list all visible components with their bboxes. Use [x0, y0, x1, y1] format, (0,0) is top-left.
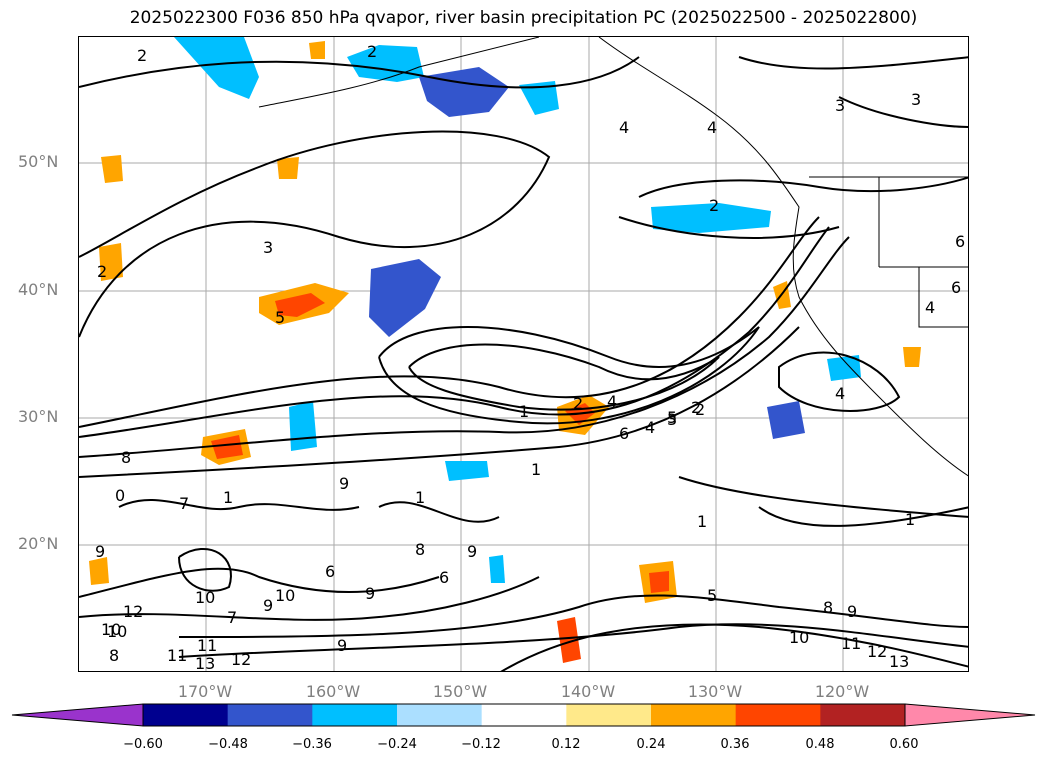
- lon-label-130w: 130°W: [687, 682, 743, 701]
- colorbar-segments: [11, 703, 1036, 727]
- colorbar-tick: 0.48: [805, 737, 835, 752]
- map-panel: 2 2 3 4 4 3 2 3 2 5 6 6 4 4 1 2 4 3 2 6 …: [78, 36, 969, 672]
- colorbar-segment: [735, 704, 821, 726]
- map-canvas: 2 2 3 4 4 3 2 3 2 5 6 6 4 4 1 2 4 3 2 6 …: [79, 37, 968, 672]
- contour-label: 1: [415, 488, 425, 507]
- colorbar-segment: [566, 704, 652, 726]
- contour-label: 3: [667, 410, 677, 429]
- colorbar-tick: −0.60: [123, 737, 163, 752]
- colorbar-segment: [481, 704, 567, 726]
- contour-label: 11: [841, 634, 861, 653]
- contour-label: 10: [789, 628, 809, 647]
- contour-label: 2: [367, 42, 377, 61]
- contour-label: 6: [439, 568, 449, 587]
- contour-label: 8: [109, 646, 119, 665]
- contour-label: 10: [107, 622, 127, 641]
- colorbar-tick: 0.24: [636, 737, 666, 752]
- contour-label: 6: [955, 232, 965, 251]
- contour-label: 10: [275, 586, 295, 605]
- contour-label: 12: [231, 650, 251, 669]
- colorbar-extend-high: [904, 703, 1036, 727]
- contour-label: 9: [263, 596, 273, 615]
- colorbar-tick: 0.60: [889, 737, 919, 752]
- contour-label: 9: [95, 542, 105, 561]
- contour-label: 6: [951, 278, 961, 297]
- contour-label: 0: [115, 486, 125, 505]
- graticule: [79, 37, 968, 671]
- contour-label: 9: [339, 474, 349, 493]
- colorbar-extend-low: [11, 703, 144, 727]
- contour-label: 9: [337, 636, 347, 655]
- contour-label: 9: [365, 584, 375, 603]
- contour-label: 1: [697, 512, 707, 531]
- contour-label: 1: [223, 488, 233, 507]
- colorbar-segment: [227, 704, 313, 726]
- contour-label: 2: [573, 394, 583, 413]
- colorbar-tick: −0.24: [377, 737, 417, 752]
- contour-label: 3: [911, 90, 921, 109]
- contour-label: 4: [607, 392, 617, 411]
- contour-label: 1: [905, 510, 915, 529]
- contour-label: 1: [519, 402, 529, 421]
- map-title: 2025022300 F036 850 hPa qvapor, river ba…: [129, 8, 918, 28]
- colorbar-tick: −0.12: [461, 737, 501, 752]
- colorbar-tick: 0.36: [720, 737, 750, 752]
- colorbar-segment: [651, 704, 737, 726]
- contour-label: 7: [179, 494, 189, 513]
- contour-label: 10: [195, 588, 215, 607]
- contour-label: 2: [137, 46, 147, 65]
- colorbar-segment: [397, 704, 483, 726]
- contour-lines: [79, 56, 968, 671]
- lon-label-140w: 140°W: [560, 682, 616, 701]
- lon-label-120w: 120°W: [814, 682, 870, 701]
- contour-label: 7: [227, 608, 237, 627]
- contour-label: 5: [707, 586, 717, 605]
- contour-label: 12: [867, 642, 887, 661]
- lon-label-160w: 160°W: [305, 682, 361, 701]
- contour-label: 13: [195, 654, 215, 672]
- contour-label: 11: [197, 636, 217, 655]
- coastlines: [258, 37, 968, 477]
- colorbar-tick: −0.48: [208, 737, 248, 752]
- contour-label: 9: [467, 542, 477, 561]
- colorbar-tick: −0.36: [292, 737, 332, 752]
- contour-label: 4: [645, 418, 655, 437]
- contour-label: 5: [667, 408, 677, 427]
- lat-label-30n: 30°N: [18, 407, 59, 426]
- contour-label: 1: [531, 460, 541, 479]
- contour-label: 4: [707, 118, 717, 137]
- colorbar-segment: [312, 704, 398, 726]
- contour-label: 8: [415, 540, 425, 559]
- contour-label: 13: [889, 652, 909, 671]
- contour-labels: 2 2 3 4 4 3 2 3 2 5 6 6 4 4 1 2 4 3 2 6 …: [95, 42, 965, 672]
- contour-label: 5: [275, 308, 285, 327]
- contour-label: 2: [97, 262, 107, 281]
- contour-label: 10: [101, 620, 121, 639]
- contour-label: 9: [847, 602, 857, 621]
- lon-label-150w: 150°W: [432, 682, 488, 701]
- contour-label: 3: [263, 238, 273, 257]
- colorbar: [11, 703, 1036, 727]
- contour-label: 4: [835, 384, 845, 403]
- contour-label: 6: [325, 562, 335, 581]
- colorbar-segment: [820, 704, 906, 726]
- contour-label: 3: [835, 96, 845, 115]
- colorbar-segment: [143, 704, 229, 726]
- contour-label: 4: [619, 118, 629, 137]
- contour-label: 2: [695, 400, 705, 419]
- contour-label: 2: [709, 196, 719, 215]
- contour-label: 11: [167, 646, 187, 665]
- contour-label: 4: [925, 298, 935, 317]
- contour-label: 2: [691, 398, 701, 417]
- contour-label: 6: [619, 424, 629, 443]
- contour-label: 8: [823, 598, 833, 617]
- lon-label-170w: 170°W: [177, 682, 233, 701]
- contour-label: 8: [121, 448, 131, 467]
- lat-label-20n: 20°N: [18, 534, 59, 553]
- lat-label-50n: 50°N: [18, 152, 59, 171]
- lat-label-40n: 40°N: [18, 280, 59, 299]
- contour-label: 12: [123, 602, 143, 621]
- colorbar-tick: 0.12: [551, 737, 581, 752]
